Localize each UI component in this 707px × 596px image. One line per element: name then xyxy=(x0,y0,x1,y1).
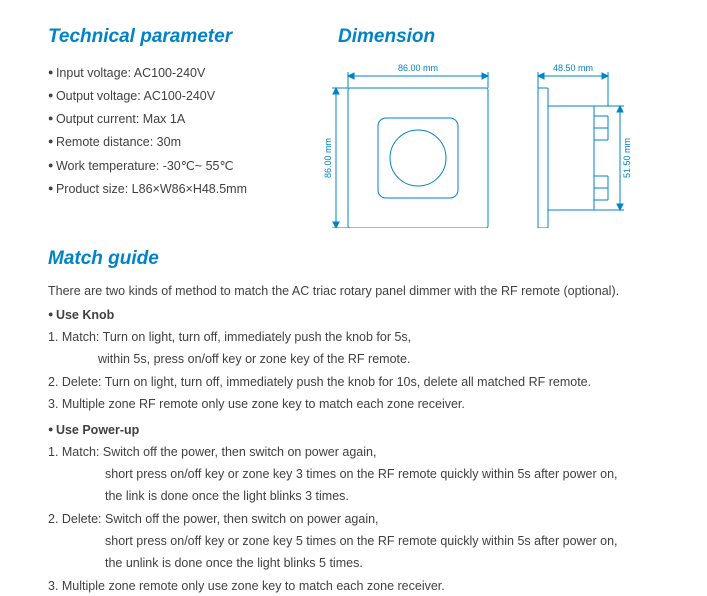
power-step-cont: short press on/off key or zone key 5 tim… xyxy=(105,532,667,551)
knob-step: 1. Match: Turn on light, turn off, immed… xyxy=(48,328,667,347)
power-step-cont: short press on/off key or zone key 3 tim… xyxy=(105,465,667,484)
param-item: Work temperature: -30℃~ 55℃ xyxy=(48,155,318,178)
power-step-cont: the link is done once the light blinks 3… xyxy=(105,487,667,506)
dim-side-width: 48.50 mm xyxy=(553,63,593,73)
dimension-heading: Dimension xyxy=(338,26,667,48)
power-step: 1. Match: Switch off the power, then swi… xyxy=(48,443,667,462)
knob-step: 3. Multiple zone RF remote only use zone… xyxy=(48,395,667,414)
dim-front-height: 86.00 mm xyxy=(323,138,333,178)
match-guide-section: Match guide There are two kinds of metho… xyxy=(48,248,667,596)
power-step-cont: the unlink is done once the light blinks… xyxy=(105,554,667,573)
dim-front-width: 86.00 mm xyxy=(398,63,438,73)
knob-step: 2. Delete: Turn on light, turn off, imme… xyxy=(48,373,667,392)
param-item: Input voltage: AC100-240V xyxy=(48,62,318,85)
power-step: 3. Multiple zone remote only use zone ke… xyxy=(48,577,667,596)
param-item: Product size: L86×W86×H48.5mm xyxy=(48,178,318,201)
param-item: Output voltage: AC100-240V xyxy=(48,85,318,108)
dimension-drawing: 86.00 mm 86.00 mm xyxy=(318,58,658,228)
tech-column: Technical parameter Input voltage: AC100… xyxy=(48,26,318,228)
tech-heading: Technical parameter xyxy=(48,26,318,48)
dim-side-height: 51.50 mm xyxy=(622,138,632,178)
top-row: Technical parameter Input voltage: AC100… xyxy=(48,26,667,228)
knob-step-cont: within 5s, press on/off key or zone key … xyxy=(98,350,667,369)
param-item: Output current: Max 1A xyxy=(48,108,318,131)
match-heading: Match guide xyxy=(48,248,667,270)
power-subhead: Use Power-up xyxy=(48,423,667,437)
knob-subhead: Use Knob xyxy=(48,308,667,322)
power-step: 2. Delete: Switch off the power, then sw… xyxy=(48,510,667,529)
dimension-column: Dimension xyxy=(318,26,667,228)
param-item: Remote distance: 30m xyxy=(48,131,318,154)
match-intro: There are two kinds of method to match t… xyxy=(48,284,667,298)
param-list: Input voltage: AC100-240V Output voltage… xyxy=(48,62,318,201)
